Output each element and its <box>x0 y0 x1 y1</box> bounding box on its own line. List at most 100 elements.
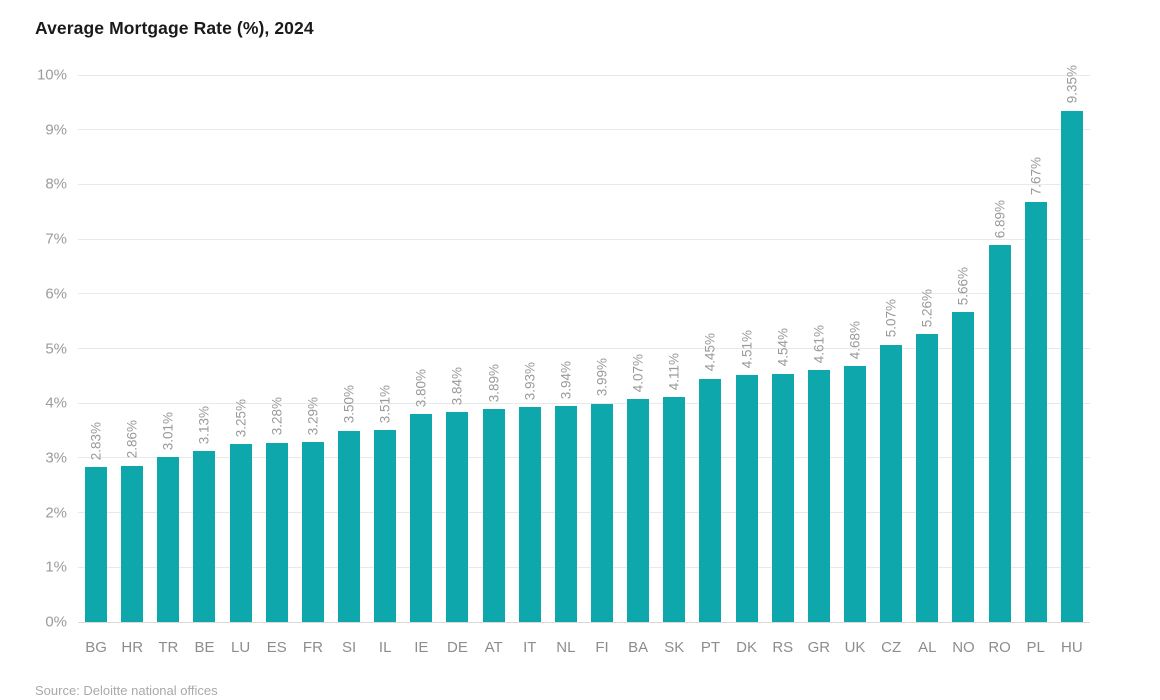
bar-sk <box>663 397 686 622</box>
bar-value-label: 3.51% <box>377 384 393 424</box>
x-axis-label-es: ES <box>266 639 287 656</box>
bar-column-dk: 4.51% DK <box>729 75 765 655</box>
plot-area: 0% 1% 2% 3% 4% 5% 6% 7% 8% 9% 10% 2.83% BG 2.86% HR 3.… <box>37 65 1090 655</box>
bar-column-il: 3.51% IL <box>367 75 403 655</box>
x-axis-label-al: AL <box>918 639 937 656</box>
bar-value-label: 4.61% <box>811 324 827 363</box>
bar-column-it: 3.93% IT <box>512 75 548 655</box>
bar-no <box>952 312 975 622</box>
bar-column-hu: 9.35% HU <box>1054 65 1090 655</box>
bar-value-label: 6.89% <box>991 199 1007 239</box>
bar-ba <box>627 399 650 622</box>
bar-dk <box>735 375 758 622</box>
gridline <box>78 457 1090 459</box>
gridline <box>78 183 1090 185</box>
gridline <box>78 129 1090 131</box>
bar-si <box>338 430 361 622</box>
x-axis-label-pl: PL <box>1026 639 1045 656</box>
x-axis-label-sk: SK <box>664 639 685 656</box>
bar-lu <box>229 444 252 622</box>
gridline <box>78 348 1090 349</box>
bar-value-label: 9.35% <box>1064 65 1080 104</box>
y-tick-label: 6% <box>45 285 67 303</box>
x-axis-label-de: DE <box>447 639 468 656</box>
bar-ro <box>988 245 1011 622</box>
x-axis-label-hr: HR <box>121 639 144 656</box>
bar-value-label: 4.68% <box>847 320 863 360</box>
y-tick-label: 7% <box>45 230 67 248</box>
bar-column-no: 5.66% NO <box>945 75 981 655</box>
bar-value-label: 3.84% <box>449 366 465 405</box>
x-axis-label-it: IT <box>523 639 537 656</box>
bar-nl <box>554 406 577 622</box>
bar-fr <box>301 442 324 622</box>
bar-uk <box>844 366 867 622</box>
gridline <box>78 293 1090 295</box>
y-tick-label: 1% <box>45 558 67 576</box>
x-axis-label-fr: FR <box>302 639 323 656</box>
x-axis-label-at: AT <box>484 639 503 656</box>
bar-column-nl: 3.94% NL <box>548 75 584 655</box>
x-axis-label-bg: BG <box>85 639 107 656</box>
bar-column-be: 3.13% BE <box>186 75 222 655</box>
x-axis-label-lu: LU <box>231 639 251 656</box>
bar-value-label: 3.93% <box>522 361 537 401</box>
bar-column-al: 5.26% AL <box>909 75 945 655</box>
bar-column-pl: 7.67% PL <box>1018 75 1054 655</box>
bar-column-gr: 4.61% GR <box>801 75 837 655</box>
bar-it <box>518 407 541 622</box>
bar-value-label: 4.51% <box>738 330 754 369</box>
x-axis-label-ba: BA <box>628 639 649 656</box>
chart-title: Average Mortgage Rate (%), 2024 <box>35 18 314 38</box>
bar-value-label: 4.07% <box>630 354 646 393</box>
bar-column-de: 3.84% DE <box>439 75 475 655</box>
y-tick-label: 8% <box>45 175 67 193</box>
gridline <box>78 566 1090 568</box>
y-tick-label: 2% <box>45 504 67 522</box>
x-axis-label-rs: RS <box>772 639 794 656</box>
x-axis-label-si: SI <box>341 639 357 656</box>
bar-value-label: 3.89% <box>485 363 501 403</box>
bar-value-label: 2.83% <box>88 421 104 461</box>
x-axis-label-cz: CZ <box>881 639 902 656</box>
bar-value-label: 5.66% <box>955 267 971 306</box>
bar-at <box>482 409 505 622</box>
y-tick-label: 0% <box>45 613 67 631</box>
x-axis-label-no: NO <box>952 639 975 656</box>
bar-column-cz: 5.07% CZ <box>873 75 909 655</box>
gridline <box>78 74 1090 76</box>
x-axis-label-uk: UK <box>844 639 866 656</box>
bar-cz <box>880 344 903 622</box>
bar-value-label: 3.13% <box>196 405 212 444</box>
bar-value-label: 5.07% <box>883 299 899 338</box>
bar-column-ba: 4.07% BA <box>620 75 656 655</box>
bar-bg <box>85 467 108 622</box>
x-axis-label-nl: NL <box>556 639 576 656</box>
bar-column-tr: 3.01% TR <box>150 75 186 655</box>
bar-value-label: 5.26% <box>919 289 935 328</box>
bar-value-label: 3.29% <box>305 396 321 436</box>
bar-column-sk: 4.11% SK <box>656 75 692 655</box>
x-axis-label-pt: PT <box>700 639 721 656</box>
x-axis-label-be: BE <box>194 639 215 656</box>
bar-value-label: 3.25% <box>232 398 248 438</box>
bar-value-label: 3.99% <box>594 358 610 397</box>
bar-value-label: 3.94% <box>558 361 574 400</box>
bar-fi <box>591 403 614 622</box>
x-axis-label-ie: IE <box>414 639 429 656</box>
bar-value-label: 3.28% <box>269 397 285 436</box>
gridline <box>78 512 1090 514</box>
y-tick-label: 10% <box>36 66 67 84</box>
y-tick-label: 9% <box>45 121 67 139</box>
bar-es <box>265 442 288 622</box>
y-tick-label: 5% <box>45 340 67 357</box>
bar-column-es: 3.28% ES <box>259 75 295 655</box>
bar-column-fr: 3.29% FR <box>295 75 331 655</box>
bar-tr <box>157 457 180 622</box>
y-tick-label: 4% <box>45 394 67 412</box>
x-axis-label-hu: HU <box>1061 639 1083 656</box>
bar-column-uk: 4.68% UK <box>837 75 873 655</box>
bar-rs <box>771 373 794 622</box>
bar-column-bg: 2.83% BG <box>78 75 114 655</box>
